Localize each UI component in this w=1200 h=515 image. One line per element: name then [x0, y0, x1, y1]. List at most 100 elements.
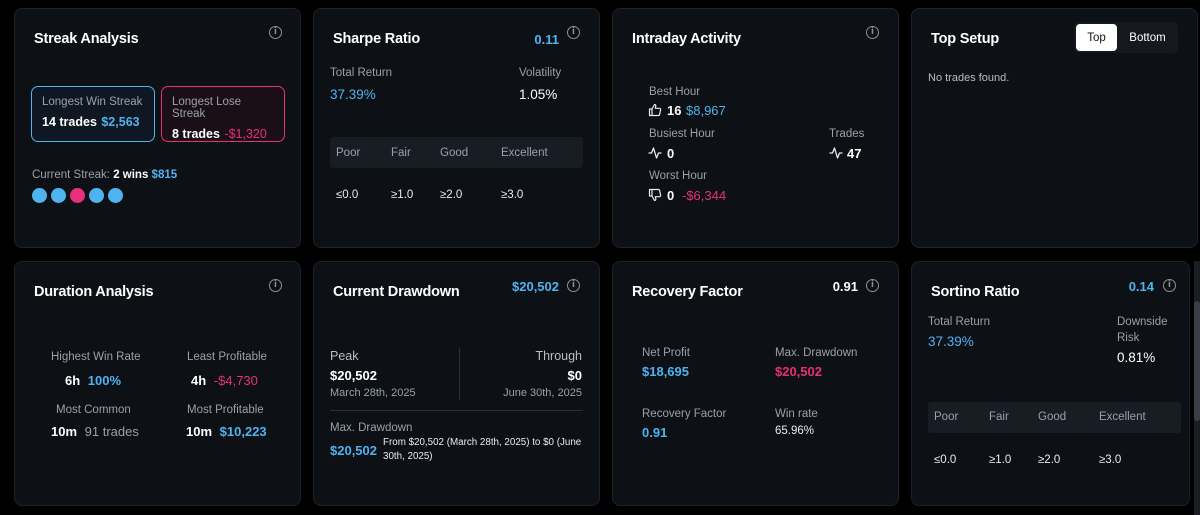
top-bottom-toggle: Top Bottom [1074, 22, 1178, 53]
recovery-factor-stat: 0.91 [642, 425, 668, 440]
info-icon[interactable]: i [567, 26, 580, 39]
peak-label: Peak [330, 349, 359, 363]
sortino-value: 0.14 [1128, 279, 1154, 294]
card-title: Sortino Ratio [931, 284, 1020, 300]
highest-win-rate-value: 100% [87, 373, 122, 388]
divider [459, 348, 460, 400]
scale-value-good: ≥2.0 [440, 189, 463, 201]
best-hour-label: Best Hour [649, 86, 701, 98]
max-drawdown-desc-line1: From $20,502 (March 28th, 2025) to $0 (J… [383, 437, 582, 448]
info-icon[interactable]: i [866, 279, 879, 292]
streak-dot [32, 188, 47, 203]
duration-analysis-card: Duration Analysis i Highest Win Rate 6h … [14, 261, 301, 506]
most-common-label: Most Common [56, 404, 131, 416]
scale-header-good: Good [440, 147, 469, 159]
activity-icon [829, 147, 843, 159]
scrollbar-thumb[interactable] [1194, 301, 1200, 421]
scale-header-poor: Poor [336, 147, 361, 159]
card-title: Current Drawdown [333, 284, 460, 300]
win-streak-trades: 14 trades [42, 115, 97, 129]
downside-risk-label-line2: Risk [1117, 332, 1140, 344]
scale-value-excellent: ≥3.0 [1099, 454, 1122, 466]
total-return-label: Total Return [330, 67, 393, 79]
rating-scale-header [330, 137, 583, 168]
net-profit-value: $18,695 [642, 364, 689, 379]
card-title: Recovery Factor [632, 284, 743, 300]
max-drawdown-desc-line2: 30th, 2025) [383, 451, 433, 462]
top-setup-card: Top Setup Top Bottom No trades found. [911, 8, 1198, 248]
best-hour-value: 16 [667, 103, 682, 118]
lose-streak-trades: 8 trades [172, 127, 220, 141]
most-profitable-value: $10,223 [219, 424, 267, 439]
current-streak-amount: $815 [151, 169, 178, 181]
best-hour-amount: $8,967 [686, 103, 726, 118]
scrollbar[interactable] [1194, 261, 1200, 515]
card-title: Sharpe Ratio [333, 31, 421, 47]
most-profitable: 10m $10,223 [186, 424, 267, 439]
top-tab-button[interactable]: Top [1076, 24, 1117, 51]
trough-date: June 30th, 2025 [503, 387, 582, 399]
scale-header-poor: Poor [934, 411, 959, 423]
activity-icon [648, 147, 662, 159]
trough-label: Through [535, 349, 582, 363]
info-icon[interactable]: i [269, 279, 282, 292]
info-icon[interactable]: i [1163, 279, 1176, 292]
streak-dot [89, 188, 104, 203]
trades-label: Trades [829, 128, 865, 140]
most-common-value: 91 trades [84, 424, 139, 439]
info-icon[interactable]: i [567, 279, 580, 292]
info-icon[interactable]: i [866, 26, 879, 39]
busiest-hour-label: Busiest Hour [649, 128, 715, 140]
win-rate-value: 65.96% [775, 425, 815, 437]
scale-header-excellent: Excellent [1099, 411, 1146, 423]
volatility-label: Volatility [519, 67, 562, 79]
info-icon[interactable]: i [269, 26, 282, 39]
net-profit-label: Net Profit [642, 347, 690, 359]
worst-hour-label: Worst Hour [649, 170, 707, 182]
streak-dot [51, 188, 66, 203]
win-streak-label: Longest Win Streak [42, 96, 143, 108]
scale-value-excellent: ≥3.0 [501, 189, 524, 201]
max-drawdown-label: Max. Drawdown [775, 347, 858, 359]
scale-header-fair: Fair [989, 411, 1009, 423]
card-title: Streak Analysis [34, 31, 139, 47]
bottom-tab-button[interactable]: Bottom [1129, 31, 1166, 44]
lose-streak-amount: -$1,320 [224, 127, 267, 141]
sharpe-ratio-card: Sharpe Ratio 0.11 i Total Return 37.39% … [313, 8, 600, 248]
least-profitable-label: Least Profitable [187, 351, 267, 363]
most-profitable-label: Most Profitable [187, 404, 264, 416]
longest-win-streak: Longest Win Streak 14 trades $2,563 [31, 86, 155, 142]
worst-hour-value: 0 [667, 188, 675, 203]
streak-analysis-card: Streak Analysis i Longest Win Streak 14 … [14, 8, 301, 248]
sharpe-value: 0.11 [534, 32, 559, 47]
most-common-duration: 10m [51, 424, 78, 439]
scale-header-fair: Fair [391, 147, 411, 159]
total-return-label: Total Return [928, 316, 991, 328]
least-profitable-value: -$4,730 [213, 373, 258, 388]
total-return-value: 37.39% [928, 334, 974, 349]
card-title: Duration Analysis [34, 284, 154, 300]
recovery-factor-label: Recovery Factor [642, 408, 727, 420]
current-streak: Current Streak: 2 wins $815 [32, 169, 177, 181]
busiest-hour-value: 0 [667, 146, 675, 161]
rating-scale-header [928, 402, 1181, 433]
trades-value: 47 [847, 146, 862, 161]
least-profitable-hour: 4h [191, 373, 207, 388]
empty-state-message: No trades found. [928, 72, 1010, 84]
highest-win-rate-label: Highest Win Rate [51, 351, 141, 363]
max-drawdown-value: $20,502 [775, 364, 822, 379]
card-title: Intraday Activity [632, 31, 741, 47]
max-drawdown-label: Max. Drawdown [330, 422, 413, 434]
scale-header-good: Good [1038, 411, 1067, 423]
recovery-factor-card: Recovery Factor 0.91 i Net Profit $18,69… [612, 261, 899, 506]
thumbs-down-icon [648, 188, 662, 202]
recovery-factor-value: 0.91 [832, 279, 858, 294]
scale-value-good: ≥2.0 [1038, 454, 1061, 466]
win-streak-amount: $2,563 [101, 115, 140, 129]
scale-value-fair: ≥1.0 [989, 454, 1012, 466]
card-title: Top Setup [931, 31, 1000, 47]
drawdown-value: $20,502 [512, 279, 559, 294]
total-return-value: 37.39% [330, 87, 376, 102]
most-profitable-duration: 10m [186, 424, 213, 439]
downside-risk-value: 0.81% [1117, 350, 1156, 365]
